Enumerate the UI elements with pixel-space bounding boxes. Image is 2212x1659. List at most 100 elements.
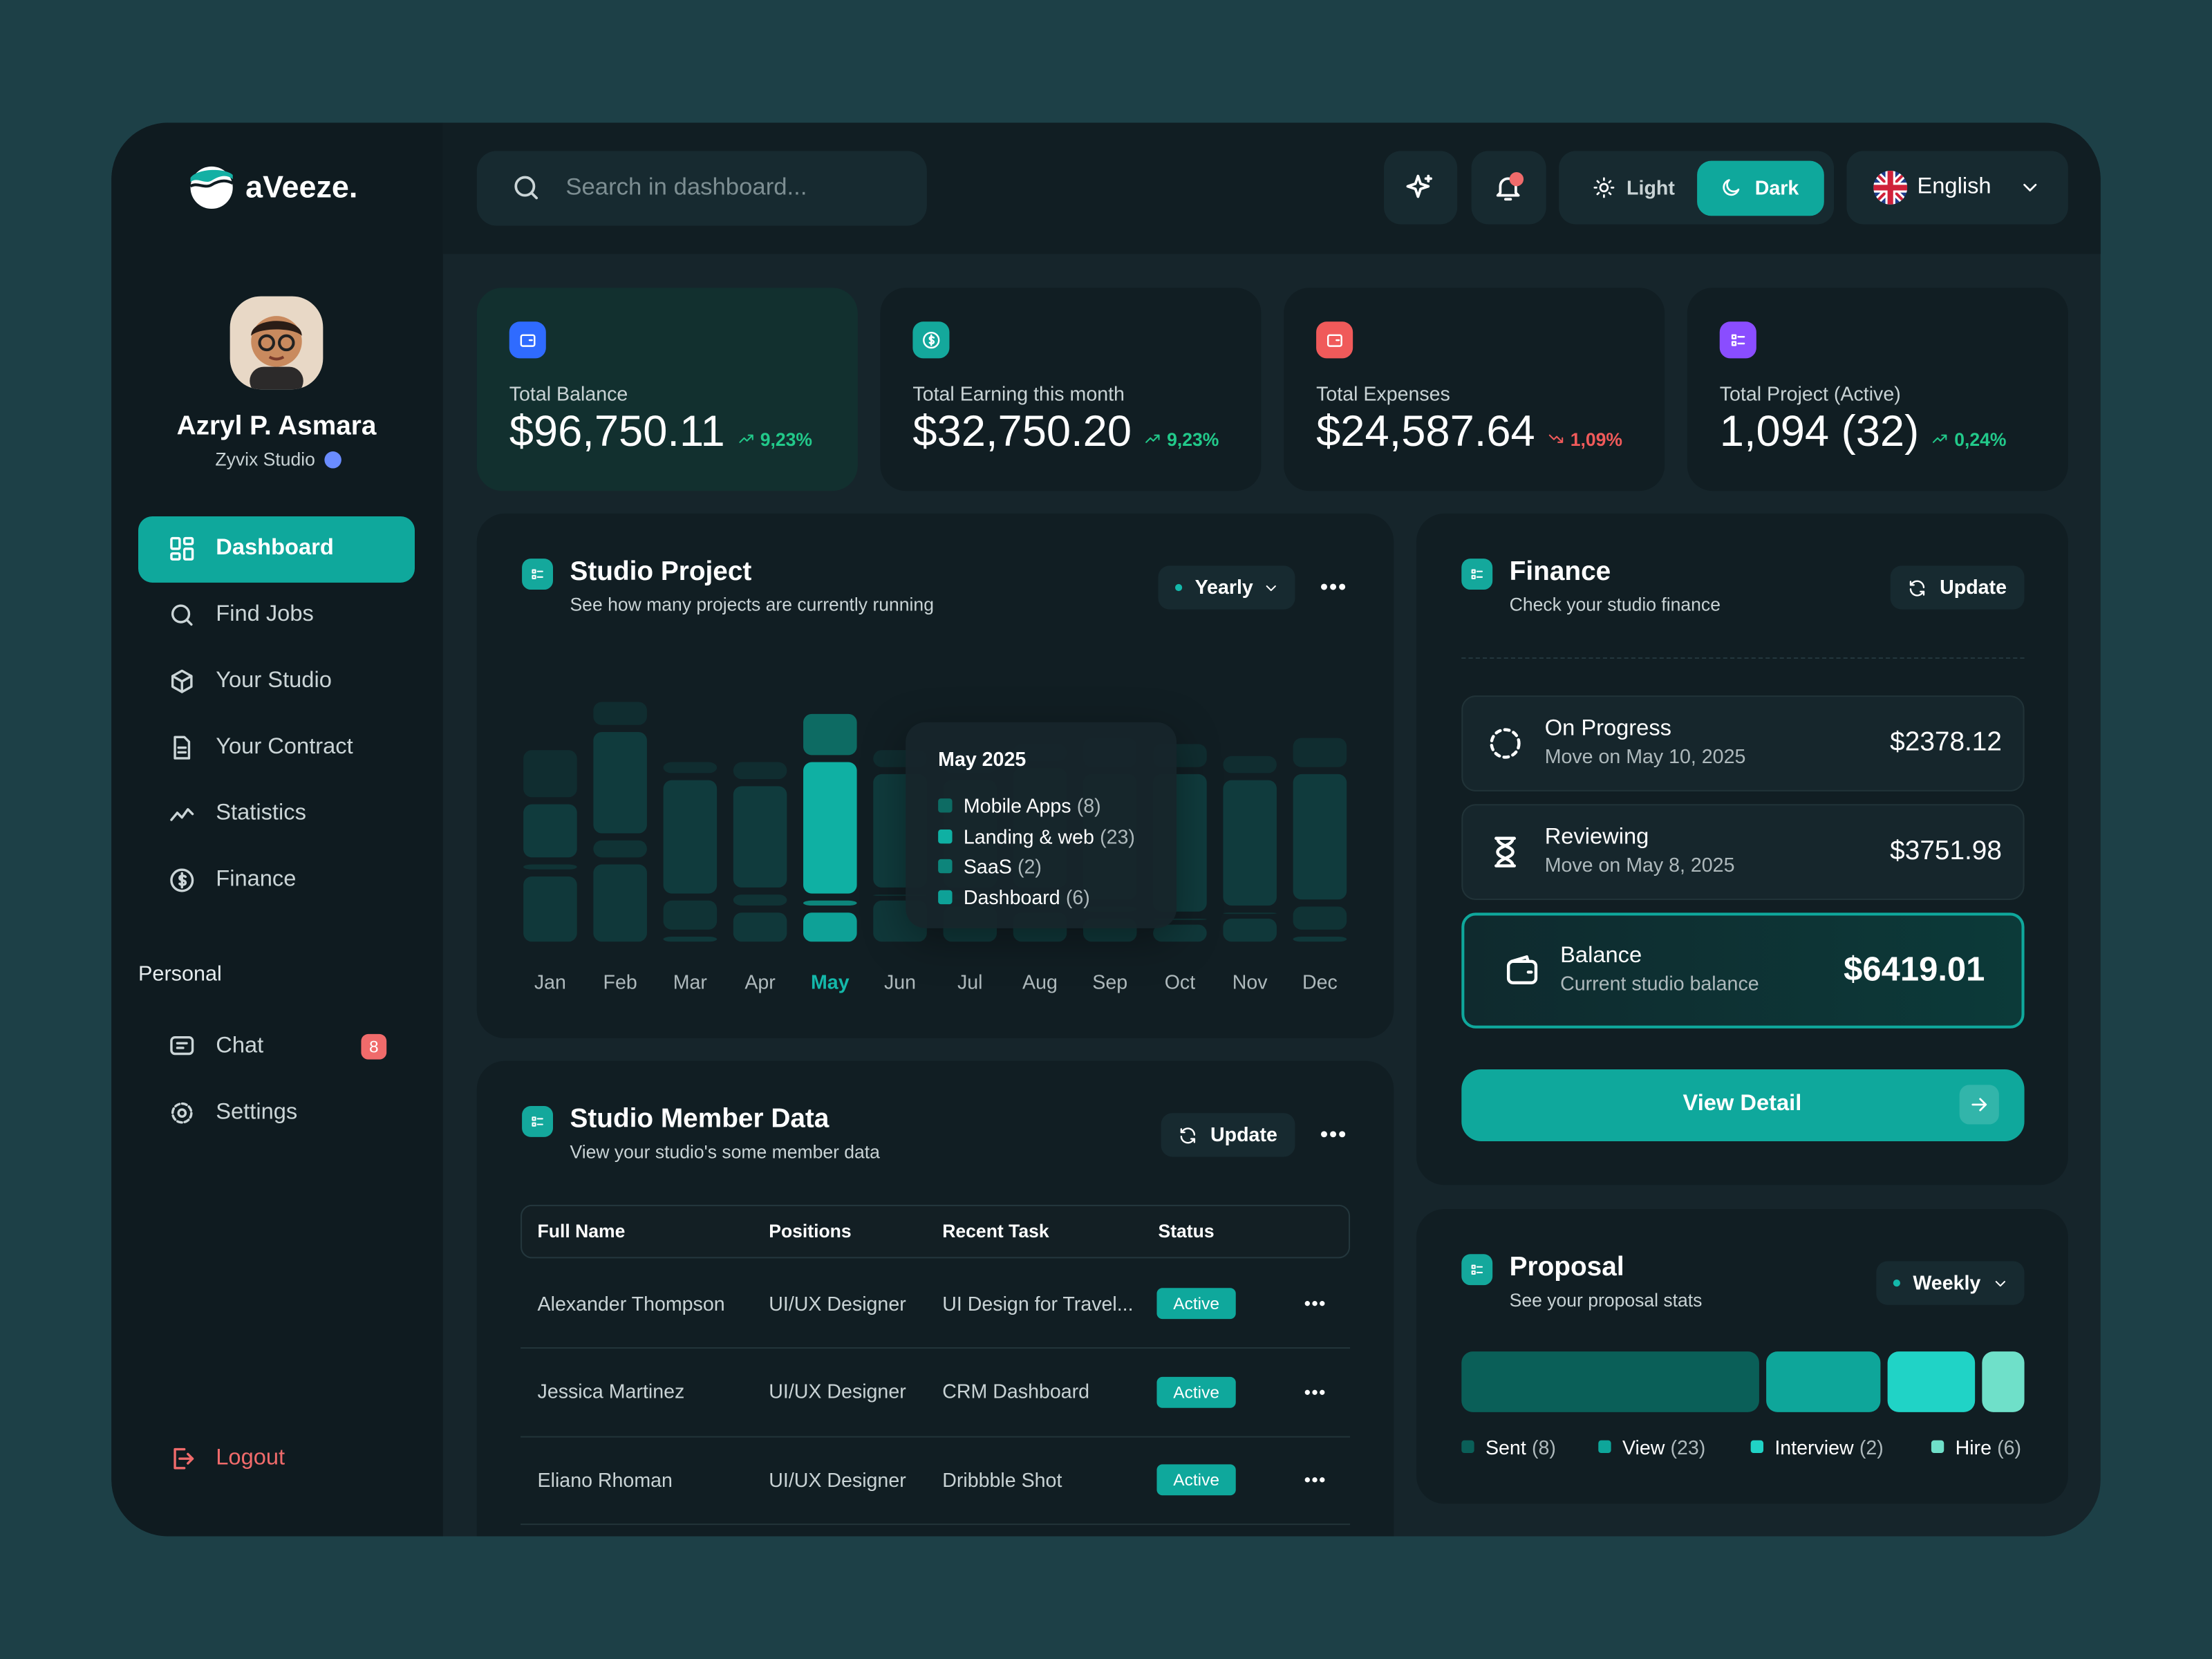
stat-row: $24,587.64 1,09% xyxy=(1316,406,1622,457)
proposal-segment xyxy=(1461,1351,1759,1412)
card-subtitle: Check your studio finance xyxy=(1509,594,1721,616)
stat-icon xyxy=(509,321,546,359)
bar-segment xyxy=(1223,780,1277,906)
bar-segment xyxy=(1223,918,1277,942)
stat-icon-icon xyxy=(1327,334,1342,347)
language: English xyxy=(1917,175,1991,200)
stat-value: 1,094 (32) xyxy=(1719,406,1920,456)
nav-icon xyxy=(171,1102,193,1124)
pill-label[interactable]: Update xyxy=(1210,1123,1277,1146)
bar-segment xyxy=(733,786,787,888)
theme-label: Dark xyxy=(1754,176,1799,198)
column-header: Status xyxy=(1158,1220,1215,1242)
bar-segment xyxy=(803,900,857,906)
bar-segment xyxy=(1293,906,1347,930)
legend-swatch xyxy=(1931,1440,1944,1454)
stat-row: $32,750.20 9,23% xyxy=(912,406,1219,457)
bar-segment xyxy=(663,780,718,894)
tooltip-count: (2) xyxy=(1017,855,1042,879)
month-label: Apr xyxy=(744,970,776,993)
view-detail-label[interactable]: View Detail xyxy=(1683,1092,1802,1117)
finance-amount: $6419.01 xyxy=(1844,950,1985,988)
card-subtitle: View your studio's some member data xyxy=(570,1141,880,1163)
legend-swatch xyxy=(1750,1440,1764,1454)
month-label: Sep xyxy=(1092,970,1128,993)
finance-amount: $3751.98 xyxy=(1890,836,2002,866)
month-label: Aug xyxy=(1022,970,1058,993)
stat-icon xyxy=(1316,321,1353,359)
search-placeholder: Search in dashboard... xyxy=(565,173,807,200)
trend xyxy=(1546,431,1566,445)
action-pill[interactable] xyxy=(1890,565,2025,610)
legend-count: (2) xyxy=(1859,1436,1884,1459)
tooltip-title: May 2025 xyxy=(938,747,1027,770)
bar-segment xyxy=(593,731,647,834)
nav-icon xyxy=(171,669,193,693)
nav-icon xyxy=(170,536,194,561)
stat-change: 9,23% xyxy=(760,429,812,451)
view-detail-button[interactable] xyxy=(1461,1069,2025,1142)
bar-segment xyxy=(663,762,718,774)
stat-value: $32,750.20 xyxy=(912,406,1132,456)
theme-active xyxy=(1697,160,1824,216)
pill-label[interactable]: Weekly xyxy=(1913,1271,1981,1294)
nav-item[interactable]: Find Jobs xyxy=(216,603,314,627)
nav-item[interactable]: Chat xyxy=(216,1034,264,1059)
legend-item: Sent (8) xyxy=(1485,1435,1556,1461)
bar-segment xyxy=(1153,924,1207,942)
bar-segment xyxy=(803,762,857,894)
action-pill[interactable] xyxy=(1161,1113,1295,1157)
stat-label: Total Project (Active) xyxy=(1719,382,1901,404)
legend-name: Interview xyxy=(1774,1436,1854,1459)
pill-label[interactable]: Yearly xyxy=(1194,575,1253,599)
stat-icon-icon xyxy=(922,331,940,348)
stat-label: Total Earning this month xyxy=(912,382,1125,404)
nav-item[interactable]: Dashboard xyxy=(216,536,334,561)
trend-icon xyxy=(1549,434,1564,443)
month-label: Oct xyxy=(1164,970,1196,993)
badge-count: 8 xyxy=(368,1037,379,1057)
stat-icon xyxy=(1719,321,1756,359)
arrow-icon xyxy=(1971,1098,1987,1112)
finance-item-title: On Progress xyxy=(1544,717,1671,742)
month-label: Jul xyxy=(957,970,983,993)
finance-item-title: Reviewing xyxy=(1544,825,1649,850)
card-icon xyxy=(522,1106,553,1137)
pill-dot xyxy=(1175,583,1183,592)
chevron xyxy=(2023,183,2037,191)
tooltip-item: Dashboard (6) xyxy=(964,885,1090,910)
legend-name: Sent xyxy=(1485,1436,1526,1459)
card-title: Finance xyxy=(1509,556,1611,587)
stat-card xyxy=(1687,288,2068,491)
pill-label[interactable]: Update xyxy=(1940,575,2007,599)
logout[interactable]: Logout xyxy=(216,1446,285,1471)
nav-item[interactable]: Settings xyxy=(216,1100,298,1125)
bar-segment xyxy=(593,864,647,942)
bar-segment xyxy=(663,900,718,930)
legend-item: View (23) xyxy=(1622,1435,1705,1461)
avatar-face xyxy=(250,316,303,390)
table-header xyxy=(521,1204,1351,1259)
nav-item[interactable]: Your Studio xyxy=(216,669,332,693)
nav-icon xyxy=(170,808,194,821)
tooltip-swatch xyxy=(938,798,953,813)
theme-label[interactable]: Light xyxy=(1627,176,1675,198)
stat-change: 0,24% xyxy=(1954,429,2007,451)
notify-button[interactable] xyxy=(1471,151,1546,225)
table-cell: Eliano Rhoman xyxy=(537,1468,673,1491)
nav-item[interactable]: Finance xyxy=(216,868,297,892)
action-pill[interactable] xyxy=(1876,1261,2025,1305)
card-icon xyxy=(522,559,553,590)
search-box[interactable] xyxy=(476,151,927,226)
bar-segment xyxy=(1223,756,1277,774)
stat-card xyxy=(1284,288,1665,491)
column-header: Positions xyxy=(769,1220,852,1242)
month-label: Dec xyxy=(1302,970,1338,993)
nav-item[interactable]: Statistics xyxy=(216,801,306,826)
flag xyxy=(1873,170,1908,205)
month-label: Jan xyxy=(534,970,566,993)
flag-uk xyxy=(1873,170,1908,205)
nav-item[interactable]: Your Contract xyxy=(216,735,353,760)
profile-studio: Zyvix Studio xyxy=(215,449,315,470)
tooltip-count: (8) xyxy=(1076,794,1101,817)
